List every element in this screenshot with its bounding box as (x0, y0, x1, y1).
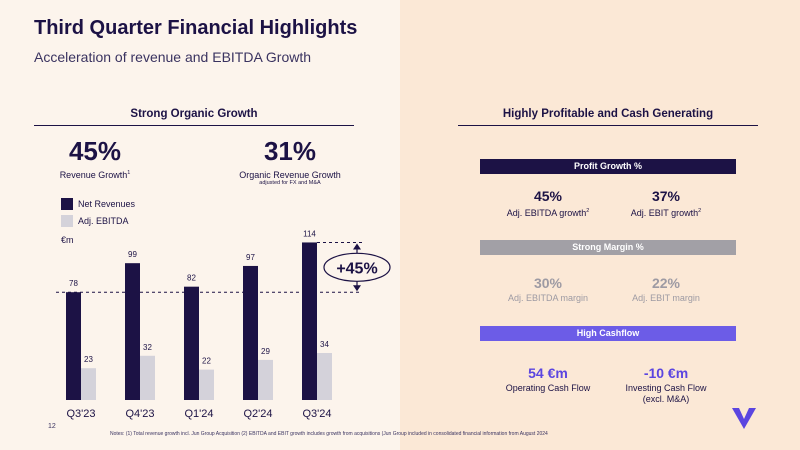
legend-label-net-revenues: Net Revenues (78, 199, 136, 209)
bar-adj-ebitda (258, 359, 273, 400)
growth-arrow-head-up (353, 243, 361, 250)
x-tick-label: Q4'23 (125, 408, 154, 420)
company-logo-icon (732, 408, 756, 429)
data-label-adj-ebitda: 23 (84, 355, 93, 364)
bar-net-revenues (66, 292, 81, 400)
bar-net-revenues (184, 286, 199, 400)
legend-swatch-net-revenues (61, 198, 73, 210)
investing-cash-flow-label: Investing Cash Flow (625, 383, 707, 393)
operating-cash-flow-value: 54 €m (528, 365, 568, 381)
organic-growth-value: 31% (263, 136, 317, 166)
organic-growth-label: Organic Revenue Growth (239, 170, 341, 180)
legend-swatch-adj-ebitda (61, 215, 73, 227)
x-tick-label: Q3'23 (66, 408, 95, 420)
bar-adj-ebitda (81, 368, 96, 400)
investing-cash-flow-value: -10 €m (643, 365, 689, 381)
data-label-net-revenues: 82 (187, 274, 196, 283)
ebit-growth-label: Adj. EBIT growth2 (630, 208, 702, 218)
left-section-title: Strong Organic Growth (130, 108, 258, 120)
growth-arrow-head-down (353, 285, 361, 292)
page-subtitle: Acceleration of revenue and EBITDA Growt… (34, 49, 312, 65)
strong-margin-banner: Strong Margin % (480, 240, 736, 255)
right-panel (400, 0, 800, 450)
data-label-adj-ebitda: 22 (202, 357, 211, 366)
bar-adj-ebitda (317, 353, 332, 400)
ebitda-margin-value: 30% (533, 275, 563, 291)
ebit-growth-value: 37% (651, 188, 681, 204)
ebitda-growth-label: Adj. EBITDA growth2 (506, 208, 590, 218)
bar-net-revenues (243, 265, 258, 400)
bar-chart: €m 78 23 Q3'23 99 32 Q4'23 82 22 Q1'24 97 29 Q2'24 11… (56, 229, 391, 420)
page-title: Third Quarter Financial Highlights (34, 17, 358, 39)
bar-adj-ebitda (199, 369, 214, 400)
ebit-margin-value: 22% (651, 275, 681, 291)
investing-cash-flow-sublabel: (excl. M&A) (642, 394, 690, 404)
x-tick-label: Q3'24 (302, 408, 331, 420)
bar-net-revenues (125, 263, 140, 400)
data-label-adj-ebitda: 34 (320, 340, 329, 349)
growth-callout-ellipse (323, 252, 391, 282)
data-label-adj-ebitda: 29 (261, 347, 270, 356)
data-label-adj-ebitda: 32 (143, 343, 152, 352)
ebitda-margin-label: Adj. EBITDA margin (507, 293, 589, 303)
ebitda-growth-value: 45% (533, 188, 563, 204)
bar-adj-ebitda (140, 355, 155, 400)
data-label-net-revenues: 99 (128, 250, 137, 259)
legend-label-adj-ebitda: Adj. EBITDA (78, 216, 129, 226)
x-tick-label: Q1'24 (184, 408, 213, 420)
high-cashflow-banner: High Cashflow (480, 326, 736, 341)
ebit-margin-label: Adj. EBIT margin (632, 293, 700, 303)
right-section-rule (458, 125, 758, 126)
left-section-rule (34, 125, 354, 126)
profit-growth-banner: Profit Growth % (480, 159, 736, 174)
y-unit-label: €m (61, 235, 74, 245)
x-tick-label: Q2'24 (243, 408, 272, 420)
bar-net-revenues (302, 242, 317, 400)
organic-growth-note: adjusted for FX and M&A (259, 180, 321, 186)
revenue-growth-label: Revenue Growth1 (59, 170, 131, 180)
data-label-net-revenues: 114 (303, 229, 316, 238)
page-number: 12 (48, 423, 56, 430)
growth-callout-label: +45% (336, 260, 377, 277)
data-label-net-revenues: 78 (69, 279, 78, 288)
right-section-title: Highly Profitable and Cash Generating (502, 108, 714, 120)
operating-cash-flow-label: Operating Cash Flow (505, 383, 591, 393)
footnote: Notes: (1) Total revenue growth incl. Ju… (110, 431, 548, 437)
revenue-growth-value: 45% (68, 136, 122, 166)
data-label-net-revenues: 97 (246, 253, 255, 262)
